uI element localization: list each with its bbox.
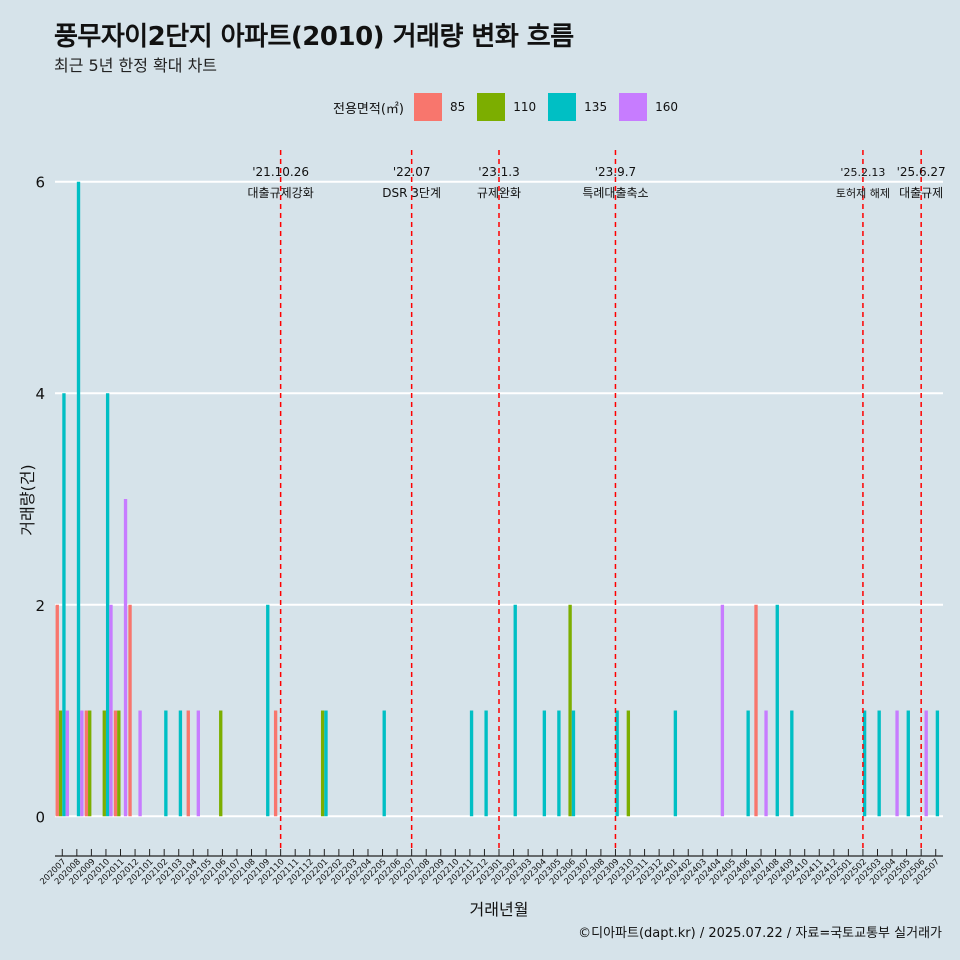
bar-135-202212: [484, 710, 488, 817]
event-date-4: '25.2.13: [840, 166, 885, 179]
legend-swatch-85: [413, 93, 442, 121]
bar-110-202201: [320, 710, 325, 817]
bar-135-202103: [178, 710, 183, 817]
bar-135-202502: [862, 710, 867, 817]
x-axis-title: 거래년월: [470, 900, 529, 919]
legend-item-110: 110: [477, 93, 536, 121]
bar-110-202106: [219, 710, 223, 817]
bar-85-202012: [128, 604, 132, 817]
bar-110-202010: [102, 710, 106, 817]
bar-135-202505: [906, 710, 910, 817]
bar-160-202011: [123, 499, 128, 817]
bar-135-202007: [62, 393, 66, 817]
bar-135-202306: [571, 710, 576, 817]
bar-135-202503: [877, 710, 881, 817]
bar-160-202010: [109, 604, 113, 817]
event-label-5: 대출규제: [899, 186, 943, 200]
bar-135-202302: [513, 604, 517, 817]
bar-85-202009: [84, 710, 89, 817]
event-label-2: 규제완화: [477, 186, 521, 200]
bar-135-202409: [790, 710, 794, 817]
bar-160-202104: [196, 710, 200, 817]
bar-110-202009: [88, 710, 92, 817]
legend: 전용면적(㎡) 85 110 135 160: [333, 92, 690, 122]
event-date-2: '23.1.3: [478, 165, 519, 179]
bar-135-202211: [469, 710, 474, 817]
chart-title: 풍무자이2단지 아파트(2010) 거래량 변화 흐름: [54, 22, 574, 52]
bar-135-202304: [542, 710, 547, 817]
bar-160-202506: [924, 710, 928, 817]
bar-85-202011: [113, 710, 118, 817]
bar-135-202102: [164, 710, 168, 817]
event-label-1: DSR 3단계: [382, 186, 441, 200]
bar-110-202310: [626, 710, 631, 817]
bar-160-202008: [80, 710, 84, 817]
bar-135-202201: [324, 710, 328, 817]
legend-title: 전용면적(㎡): [333, 101, 404, 117]
event-date-0: '21.10.26: [252, 165, 309, 179]
legend-label-135: 135: [584, 100, 608, 114]
bar-135-202109: [266, 604, 270, 817]
event-date-5: '25.6.27: [897, 165, 946, 179]
legend-item-85: 85: [413, 93, 466, 121]
legend-label-110: 110: [513, 100, 537, 114]
legend-label-85: 85: [449, 100, 466, 114]
bar-110-202007: [58, 710, 63, 817]
bar-160-202012: [138, 710, 142, 817]
event-date-1: '22.07: [393, 165, 431, 179]
bar-85-202007: [55, 604, 59, 817]
legend-label-160: 160: [655, 100, 678, 114]
bar-85-202110: [273, 710, 278, 817]
y-axis-title: 거래량(건): [18, 464, 37, 535]
bar-160-202007: [65, 710, 69, 817]
legend-swatch-110: [477, 93, 506, 121]
y-tick-label-0: 0: [35, 808, 45, 826]
event-date-3: '23.9.7: [595, 165, 636, 179]
bar-160-202407: [764, 710, 768, 817]
bar-85-202104: [186, 710, 190, 817]
source-caption: ©디아파트(dapt.kr) / 2025.07.22 / 자료=국토교통부 실…: [578, 926, 942, 941]
bar-160-202404: [720, 604, 725, 817]
chart-subtitle: 최근 5년 한정 확대 차트: [54, 56, 218, 75]
y-tick-label-2: 2: [35, 597, 45, 615]
legend-swatch-135: [548, 93, 577, 121]
bar-135-202507: [935, 710, 940, 817]
legend-swatch-160: [619, 93, 648, 121]
event-label-4: 토허제 해제: [836, 186, 890, 200]
bar-110-202306: [568, 604, 572, 817]
event-label-3: 특례대출축소: [582, 186, 648, 200]
bar-110-202011: [117, 710, 121, 817]
bar-135-202010: [105, 393, 110, 817]
bar-135-202205: [382, 710, 386, 817]
bar-135-202305: [557, 710, 561, 817]
bar-135-202309: [615, 710, 619, 817]
bar-160-202504: [895, 710, 899, 817]
bar-135-202008: [76, 181, 81, 817]
bar-85-202407: [754, 604, 758, 817]
legend-item-135: 135: [548, 93, 607, 121]
y-tick-label-4: 4: [35, 385, 45, 403]
event-label-0: 대출규제강화: [248, 186, 314, 200]
bar-135-202401: [673, 710, 678, 817]
y-tick-label-6: 6: [35, 174, 45, 192]
bar-135-202406: [746, 710, 750, 817]
legend-item-160: 160: [619, 93, 678, 121]
bar-135-202408: [775, 604, 779, 817]
